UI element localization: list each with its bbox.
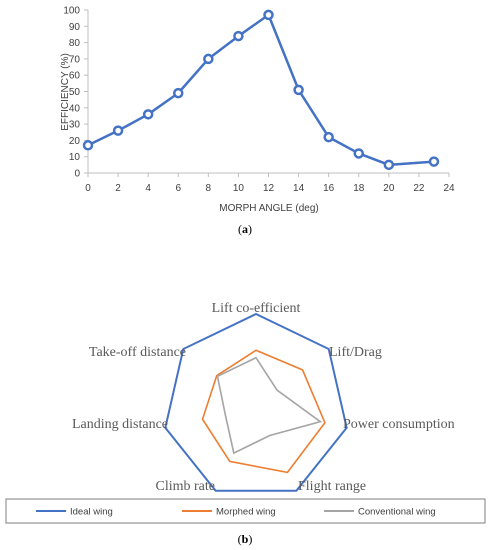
axis-label-flight-range: Flight range <box>298 479 366 494</box>
x-axis-title: MORPH ANGLE (deg) <box>219 203 318 214</box>
legend-box <box>5 498 486 524</box>
series-ideal-wing <box>164 312 348 492</box>
x-tick-label: 24 <box>443 183 455 194</box>
data-point <box>353 148 364 159</box>
x-tick-label: 6 <box>175 183 181 194</box>
x-tick-label: 10 <box>233 183 245 194</box>
y-tick-label: 70 <box>69 54 81 65</box>
y-tick-label: 30 <box>69 120 81 131</box>
series-conventional-wing <box>216 356 323 455</box>
y-tick-label: 20 <box>69 136 81 147</box>
data-point <box>383 159 395 171</box>
data-point <box>203 53 214 65</box>
data-point <box>233 30 244 42</box>
y-tick-label: 50 <box>69 87 81 98</box>
radar-chart: Lift co-efficient Lift/Drag Power consum… <box>72 301 455 494</box>
y-tick-label: 90 <box>69 22 81 33</box>
data-point <box>112 125 124 136</box>
x-tick-label: 2 <box>115 183 121 194</box>
legend-label-conventional: Conventional wing <box>358 507 436 518</box>
x-tick-label: 0 <box>85 183 91 194</box>
x-tick-label: 18 <box>353 183 365 194</box>
caption-b: (b) <box>238 532 253 546</box>
axis-label-lift-coefficient: Lift co-efficient <box>212 301 301 316</box>
y-tick-labels: 0 10 20 30 40 50 60 70 80 90 100 <box>63 6 88 180</box>
axis-label-power-consumption: Power consumption <box>343 417 455 432</box>
y-tick-label: 60 <box>69 71 81 82</box>
x-tick-label: 4 <box>145 183 151 194</box>
x-tick-label: 16 <box>323 183 335 194</box>
radar-series <box>164 312 348 492</box>
legend: Ideal wing Morphed wing Conventional win… <box>5 498 486 524</box>
axis-label-landing-distance: Landing distance <box>72 417 168 432</box>
x-tick-label: 20 <box>383 183 395 194</box>
caption-a: (a) <box>238 222 252 236</box>
legend-label-morphed: Morphed wing <box>216 507 276 518</box>
x-tick-label: 22 <box>413 183 425 194</box>
legend-label-ideal: Ideal wing <box>70 507 113 518</box>
y-tick-label: 80 <box>69 38 81 49</box>
data-point <box>323 131 334 143</box>
x-tick-label: 12 <box>263 183 275 194</box>
data-point <box>173 87 184 99</box>
data-point <box>82 140 94 151</box>
efficiency-series <box>82 9 440 171</box>
data-point <box>263 9 274 21</box>
x-tick-label: 8 <box>206 183 212 194</box>
axis-label-climb-rate: Climb rate <box>156 479 216 494</box>
series-line <box>87 13 435 167</box>
series-morphed-wing <box>201 349 326 474</box>
y-axis-title: EFFICIENCY (%) <box>60 53 71 131</box>
data-point <box>142 109 154 120</box>
y-tick-label: 40 <box>69 103 81 114</box>
y-tick-label: 10 <box>69 152 81 163</box>
x-tick-labels: 0 2 4 6 8 10 12 14 16 18 20 22 24 <box>85 173 455 194</box>
axis-label-lift-drag: Lift/Drag <box>329 345 382 360</box>
y-tick-label: 100 <box>63 6 80 17</box>
axis-label-takeoff-distance: Take-off distance <box>89 345 186 360</box>
y-tick-label: 0 <box>74 169 80 180</box>
data-point <box>293 84 304 96</box>
data-point <box>428 156 440 167</box>
x-tick-label: 14 <box>293 183 305 194</box>
